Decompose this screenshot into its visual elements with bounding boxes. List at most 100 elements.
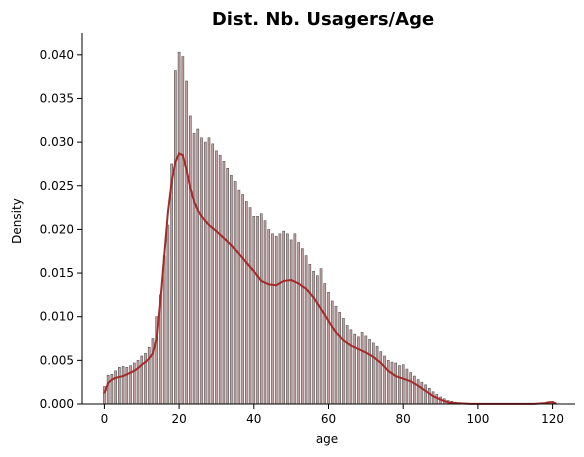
y-tick-label: 0.040 [40, 48, 74, 62]
histogram-bar [289, 239, 293, 405]
histogram-bar [188, 115, 192, 405]
histogram-bar [121, 366, 125, 405]
histogram-bar [286, 233, 289, 405]
histogram-bar [315, 275, 319, 405]
histogram-bar [327, 291, 330, 405]
y-tick-label: 0.020 [40, 222, 74, 236]
y-tick-label: 0.030 [40, 135, 74, 149]
y-tick-label: 0.000 [40, 397, 74, 411]
x-tick-label: 60 [321, 412, 336, 426]
histogram-bar [379, 351, 383, 405]
histogram-bar [293, 233, 297, 405]
histogram-bar [118, 367, 121, 405]
y-tick-label: 0.005 [40, 353, 74, 367]
histogram-bar [196, 128, 200, 405]
histogram-bar [371, 342, 375, 405]
y-tick-label: 0.035 [40, 91, 74, 105]
histogram-bar [207, 137, 211, 405]
histogram-bar [420, 381, 424, 405]
histogram-bar [263, 220, 267, 405]
histogram-bar [259, 213, 263, 405]
histogram-bar [192, 133, 196, 405]
histogram-bar [334, 305, 338, 405]
histogram-bar [394, 362, 398, 405]
histogram-bar [386, 360, 390, 405]
x-axis-ticks: 0 20 40 60 80 100 120 [101, 404, 564, 426]
histogram-bar [226, 168, 229, 405]
histogram-bar [252, 216, 256, 405]
histogram-bar [297, 242, 300, 405]
histogram-bar [330, 300, 334, 405]
histogram-bar [401, 364, 405, 405]
histogram-bar [203, 141, 207, 405]
histogram-bar [357, 336, 360, 405]
histogram-bar [424, 384, 427, 405]
x-tick-label: 80 [396, 412, 411, 426]
histogram-bar [218, 154, 222, 405]
y-tick-label: 0.010 [40, 310, 74, 324]
histogram-bar [342, 318, 345, 405]
histogram-bar [416, 379, 420, 405]
histogram-bar [353, 333, 356, 405]
histogram-bar [338, 312, 342, 405]
histogram-bar [278, 233, 282, 405]
histogram-bar [177, 51, 181, 405]
histogram-bar [405, 368, 409, 405]
histogram-bar [383, 355, 386, 405]
histogram-bar [349, 329, 353, 405]
histogram-bars [103, 51, 554, 405]
histogram-bar [147, 346, 151, 405]
histogram-bar [185, 80, 188, 405]
histogram-bar [245, 201, 248, 405]
histogram-bar [267, 229, 271, 405]
y-axis-ticks: 0.000 0.005 0.010 0.015 0.020 0.025 0.030 0.035… [40, 48, 82, 411]
histogram-bar [312, 271, 315, 405]
chart-title: Dist. Nb. Usagers/Age [212, 9, 434, 30]
x-tick-label: 20 [171, 412, 186, 426]
histogram-bar [308, 264, 312, 405]
histogram-bar [200, 137, 203, 405]
histogram-bar [114, 370, 117, 405]
y-tick-label: 0.025 [40, 179, 74, 193]
histogram-bar [428, 387, 431, 405]
histogram-bar [237, 189, 241, 405]
y-axis-label: Density [10, 198, 24, 244]
histogram-bar [162, 255, 166, 405]
histogram-bar [431, 391, 435, 405]
histogram-bar [304, 255, 308, 405]
histogram-bar [125, 367, 129, 405]
histogram-bar [390, 361, 394, 405]
histogram-bar [360, 332, 364, 405]
x-tick-label: 120 [541, 412, 564, 426]
histogram-bar [364, 335, 368, 405]
histogram-bar [181, 56, 185, 405]
histogram-bar [409, 372, 412, 405]
histogram-bar [375, 346, 379, 405]
histogram-bar [282, 230, 285, 405]
histogram-bar [170, 163, 173, 405]
y-tick-label: 0.015 [40, 266, 74, 280]
histogram-bar [233, 181, 237, 405]
histogram-bar [211, 143, 215, 405]
histogram-bar [368, 339, 371, 405]
histogram-bar [256, 216, 259, 405]
histogram-bar [174, 70, 177, 405]
histogram-bar [345, 325, 349, 405]
histogram-bar [166, 224, 170, 405]
histogram-bar [222, 161, 226, 405]
histogram-bar [398, 365, 401, 405]
histogram-bar [241, 194, 244, 405]
histogram-bar [274, 236, 278, 405]
histogram-bar [106, 374, 110, 405]
x-axis-label: age [316, 432, 338, 446]
histogram-bar [301, 248, 304, 405]
histogram-bar [248, 207, 252, 405]
histogram-bar [323, 283, 327, 405]
histogram-bar [271, 233, 274, 405]
histogram-bar [413, 375, 416, 405]
histogram-bar [230, 174, 233, 405]
kde-line [103, 152, 557, 405]
x-tick-label: 100 [466, 412, 489, 426]
histogram-bar [319, 268, 323, 405]
